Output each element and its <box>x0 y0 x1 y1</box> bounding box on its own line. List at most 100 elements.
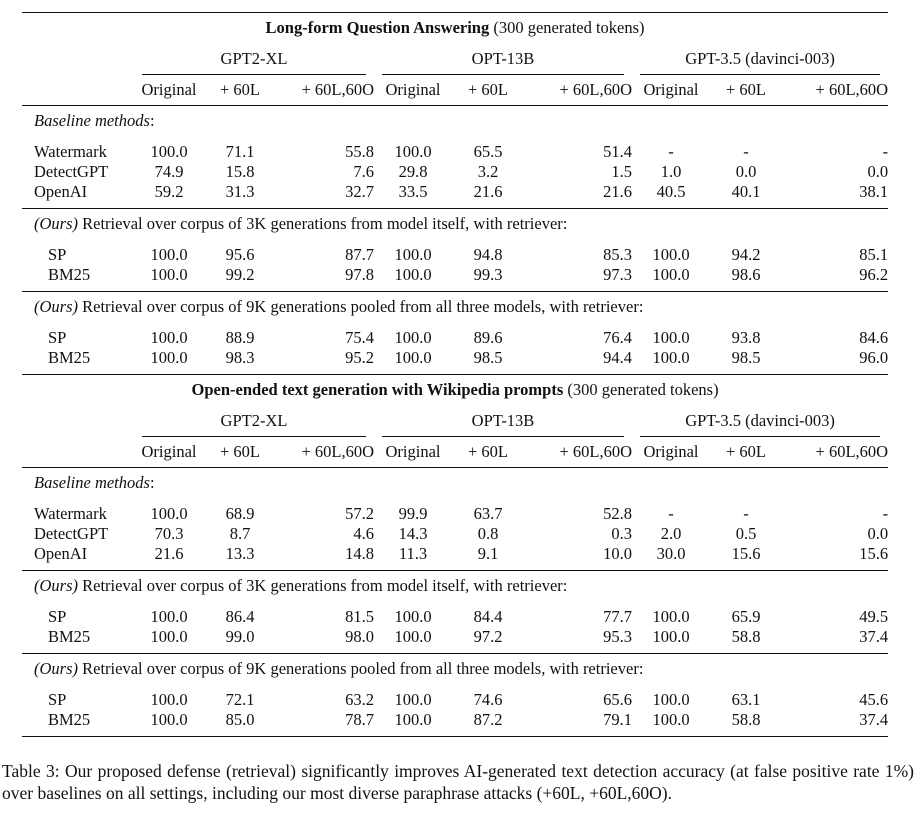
value-cell: 0.3 <box>611 524 632 544</box>
value-cell: 57.2 <box>345 504 374 524</box>
column-header: + 60L <box>725 442 766 462</box>
section-label-row: (Ours) Retrieval over corpus of 3K gener… <box>22 570 889 602</box>
column-header: + 60L <box>725 80 766 100</box>
column-header: + 60L <box>219 442 260 462</box>
value-cell: 52.8 <box>603 504 632 524</box>
model-header: GPT-3.5 (davinci-003) <box>632 43 889 75</box>
value-cell: 84.6 <box>859 328 889 348</box>
results-table: Long-form Question Answering (300 genera… <box>22 12 889 738</box>
table-row: Watermark 100.0 71.1 55.8 100.0 65.5 51.4 - - - <box>22 136 888 162</box>
section-label-rest: Retrieval over corpus of 9K generations … <box>78 659 644 679</box>
value-cell: - <box>668 504 674 524</box>
value-cell: 100.0 <box>150 265 188 285</box>
table-row: SP 100.0 88.9 75.4 100.0 89.6 76.4 100.0 93.8 84.… <box>22 322 888 348</box>
value-cell: 100.0 <box>394 265 432 285</box>
section-label: Baseline methods: <box>22 106 888 137</box>
value-cell: 58.8 <box>731 627 761 647</box>
table-row: OpenAI 59.2 31.3 32.7 33.5 21.6 21.6 40.5 40.1 38… <box>22 182 888 209</box>
value-cell: 85.0 <box>225 710 255 730</box>
value-cell: 100.0 <box>150 710 188 730</box>
column-header-row: Original + 60L + 60L,60O Original + 60L + 60L… <box>22 75 889 106</box>
section-label-italic: (Ours) <box>34 576 78 596</box>
table-caption: Table 3: Our proposed defense (retrieval… <box>2 761 914 803</box>
value-cell: 15.6 <box>859 544 889 564</box>
column-header: + 60L <box>467 442 508 462</box>
value-cell: 0.0 <box>735 162 757 182</box>
value-cell: 1.0 <box>660 162 682 182</box>
value-cell: 98.5 <box>731 348 761 368</box>
panel-title: Long-form Question Answering (300 genera… <box>22 13 888 44</box>
table-row: SP 100.0 86.4 81.5 100.0 84.4 77.7 100.0 65.9 49.… <box>22 601 888 627</box>
table-row: BM25 100.0 85.0 78.7 100.0 87.2 79.1 100.0 58.8 3… <box>22 710 888 737</box>
value-cell: 98.6 <box>731 265 761 285</box>
section-label-row: Baseline methods: <box>22 105 889 137</box>
model-header: OPT-13B <box>374 405 632 437</box>
value-cell: 38.1 <box>859 182 889 202</box>
value-cell: - <box>882 504 889 524</box>
value-cell: 78.7 <box>345 710 374 730</box>
value-cell: 100.0 <box>652 690 690 710</box>
panel-title-bold: Long-form Question Answering <box>265 18 490 38</box>
value-cell: 51.4 <box>603 142 632 162</box>
column-header: + 60L,60O <box>301 442 374 462</box>
value-cell: 96.0 <box>859 348 889 368</box>
model-header: GPT-3.5 (davinci-003) <box>632 405 889 437</box>
value-cell: 100.0 <box>394 348 432 368</box>
panel-title-row: Open-ended text generation with Wikipedi… <box>22 374 889 406</box>
value-cell: 100.0 <box>652 710 690 730</box>
value-cell: 97.3 <box>603 265 632 285</box>
value-cell: 98.3 <box>225 348 255 368</box>
value-cell: 88.9 <box>225 328 255 348</box>
column-header: Original <box>385 442 441 462</box>
value-cell: 0.5 <box>735 524 757 544</box>
section-label-italic: Baseline methods <box>34 473 150 493</box>
value-cell: 100.0 <box>652 607 690 627</box>
value-cell: 100.0 <box>150 328 188 348</box>
empty-cell <box>22 437 134 468</box>
section-label-italic: Baseline methods <box>34 111 150 131</box>
value-cell: 100.0 <box>394 627 432 647</box>
value-cell: 58.8 <box>731 710 761 730</box>
column-header: Original <box>141 80 197 100</box>
value-cell: 13.3 <box>225 544 255 564</box>
section-label: (Ours) Retrieval over corpus of 9K gener… <box>22 654 888 685</box>
section-label-rest: Retrieval over corpus of 3K generations … <box>78 576 568 596</box>
value-cell: 75.4 <box>345 328 374 348</box>
value-cell: - <box>668 142 674 162</box>
value-cell: 81.5 <box>345 607 374 627</box>
value-cell: 37.4 <box>859 627 889 647</box>
section-label-italic: (Ours) <box>34 214 78 234</box>
value-cell: 77.7 <box>603 607 632 627</box>
value-cell: 21.6 <box>154 544 184 564</box>
panel-title: Open-ended text generation with Wikipedi… <box>22 375 888 406</box>
value-cell: - <box>882 142 889 162</box>
value-cell: 8.7 <box>229 524 251 544</box>
value-cell: 100.0 <box>394 328 432 348</box>
column-header: Original <box>385 80 441 100</box>
model-header-row: GPT2-XL OPT-13B GPT-3.5 (davinci-003) <box>22 405 889 437</box>
table-row: BM25 100.0 99.0 98.0 100.0 97.2 95.3 100.0 58.8 3… <box>22 627 888 654</box>
column-header: + 60L <box>219 80 260 100</box>
value-cell: 14.8 <box>345 544 374 564</box>
value-cell: 76.4 <box>603 328 632 348</box>
value-cell: 65.9 <box>731 607 761 627</box>
column-header: + 60L <box>467 80 508 100</box>
panel-title-bold: Open-ended text generation with Wikipedi… <box>191 380 564 400</box>
value-cell: 63.7 <box>473 504 503 524</box>
value-cell: 95.3 <box>603 627 632 647</box>
value-cell: 49.5 <box>859 607 889 627</box>
value-cell: 14.3 <box>398 524 428 544</box>
method-name: DetectGPT <box>34 524 109 544</box>
value-cell: 100.0 <box>394 607 432 627</box>
method-name: SP <box>48 245 67 265</box>
value-cell: 10.0 <box>603 544 632 564</box>
value-cell: 97.8 <box>345 265 374 285</box>
model-header-row: GPT2-XL OPT-13B GPT-3.5 (davinci-003) <box>22 43 889 75</box>
column-header: + 60L,60O <box>815 80 889 100</box>
table-row: Watermark 100.0 68.9 57.2 99.9 63.7 52.8 - - - <box>22 498 888 524</box>
method-name: SP <box>48 328 67 348</box>
bottom-rule-cell <box>22 737 888 738</box>
value-cell: 94.8 <box>473 245 503 265</box>
value-cell: 63.1 <box>731 690 761 710</box>
value-cell: 100.0 <box>652 245 690 265</box>
